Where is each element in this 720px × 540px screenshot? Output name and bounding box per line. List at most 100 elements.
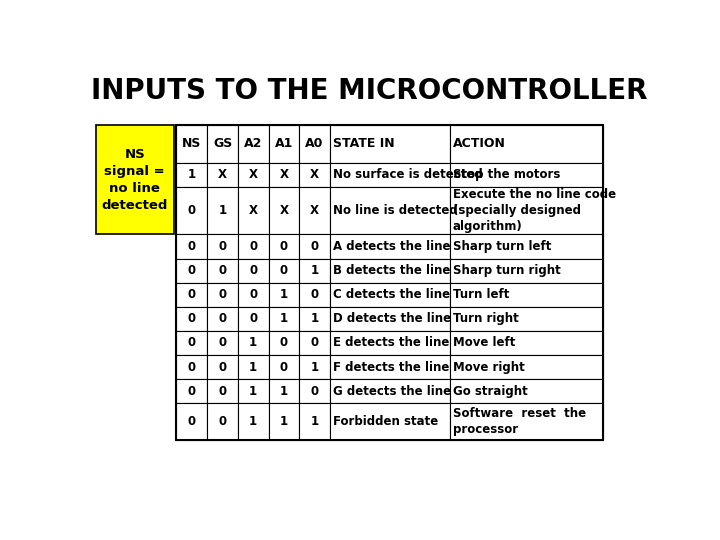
- FancyBboxPatch shape: [176, 403, 207, 440]
- FancyBboxPatch shape: [176, 282, 207, 307]
- FancyBboxPatch shape: [300, 379, 330, 403]
- Text: 1: 1: [310, 264, 319, 277]
- Text: 0: 0: [188, 204, 196, 217]
- Text: 0: 0: [218, 288, 227, 301]
- FancyBboxPatch shape: [269, 403, 300, 440]
- FancyBboxPatch shape: [300, 259, 330, 282]
- Text: 0: 0: [310, 240, 319, 253]
- FancyBboxPatch shape: [269, 355, 300, 379]
- Text: 0: 0: [280, 361, 288, 374]
- FancyBboxPatch shape: [207, 282, 238, 307]
- Text: 0: 0: [310, 384, 319, 397]
- Text: 0: 0: [188, 240, 196, 253]
- Text: X: X: [218, 168, 227, 181]
- Text: Turn right: Turn right: [453, 312, 518, 326]
- FancyBboxPatch shape: [238, 259, 269, 282]
- FancyBboxPatch shape: [330, 307, 450, 331]
- FancyBboxPatch shape: [176, 234, 207, 259]
- Text: Turn left: Turn left: [453, 288, 509, 301]
- Text: G detects the line: G detects the line: [333, 384, 451, 397]
- Text: 0: 0: [218, 384, 227, 397]
- Text: GS: GS: [213, 137, 232, 150]
- Text: 0: 0: [188, 415, 196, 428]
- Text: X: X: [279, 168, 289, 181]
- FancyBboxPatch shape: [238, 355, 269, 379]
- FancyBboxPatch shape: [176, 331, 207, 355]
- Text: 0: 0: [218, 264, 227, 277]
- FancyBboxPatch shape: [450, 403, 603, 440]
- FancyBboxPatch shape: [330, 125, 450, 163]
- FancyBboxPatch shape: [300, 331, 330, 355]
- Text: 1: 1: [218, 204, 227, 217]
- FancyBboxPatch shape: [238, 282, 269, 307]
- FancyBboxPatch shape: [269, 125, 300, 163]
- FancyBboxPatch shape: [330, 355, 450, 379]
- Text: 0: 0: [218, 415, 227, 428]
- FancyBboxPatch shape: [238, 307, 269, 331]
- FancyBboxPatch shape: [238, 187, 269, 234]
- Text: 0: 0: [280, 336, 288, 349]
- Text: 0: 0: [249, 312, 257, 326]
- FancyBboxPatch shape: [300, 355, 330, 379]
- FancyBboxPatch shape: [207, 187, 238, 234]
- Text: Sharp turn right: Sharp turn right: [453, 264, 560, 277]
- FancyBboxPatch shape: [207, 259, 238, 282]
- FancyBboxPatch shape: [207, 125, 238, 163]
- FancyBboxPatch shape: [450, 125, 603, 163]
- Text: X: X: [310, 204, 319, 217]
- FancyBboxPatch shape: [300, 234, 330, 259]
- Text: X: X: [248, 168, 258, 181]
- Text: B detects the line: B detects the line: [333, 264, 450, 277]
- Text: X: X: [279, 204, 289, 217]
- Text: A2: A2: [244, 137, 262, 150]
- FancyBboxPatch shape: [238, 403, 269, 440]
- FancyBboxPatch shape: [207, 379, 238, 403]
- Text: 1: 1: [280, 312, 288, 326]
- FancyBboxPatch shape: [207, 234, 238, 259]
- Text: 1: 1: [249, 336, 257, 349]
- Text: No surface is detected: No surface is detected: [333, 168, 482, 181]
- Text: Move right: Move right: [453, 361, 524, 374]
- FancyBboxPatch shape: [269, 234, 300, 259]
- Text: X: X: [310, 168, 319, 181]
- Text: Move left: Move left: [453, 336, 515, 349]
- Text: 0: 0: [249, 288, 257, 301]
- Text: 1: 1: [249, 361, 257, 374]
- Text: C detects the line: C detects the line: [333, 288, 450, 301]
- Text: 1: 1: [310, 415, 319, 428]
- Text: No line is detected: No line is detected: [333, 204, 457, 217]
- Text: NS: NS: [182, 137, 202, 150]
- FancyBboxPatch shape: [207, 163, 238, 187]
- Text: A1: A1: [275, 137, 293, 150]
- Text: 0: 0: [188, 264, 196, 277]
- FancyBboxPatch shape: [238, 379, 269, 403]
- Text: 1: 1: [310, 361, 319, 374]
- Text: F detects the line: F detects the line: [333, 361, 449, 374]
- Text: 1: 1: [249, 384, 257, 397]
- FancyBboxPatch shape: [238, 234, 269, 259]
- Text: 0: 0: [218, 312, 227, 326]
- FancyBboxPatch shape: [330, 187, 450, 234]
- Text: X: X: [248, 204, 258, 217]
- FancyBboxPatch shape: [176, 379, 207, 403]
- Text: 1: 1: [280, 384, 288, 397]
- Text: 0: 0: [249, 264, 257, 277]
- FancyBboxPatch shape: [300, 187, 330, 234]
- FancyBboxPatch shape: [207, 307, 238, 331]
- Text: A0: A0: [305, 137, 324, 150]
- Text: 0: 0: [280, 240, 288, 253]
- FancyBboxPatch shape: [300, 282, 330, 307]
- FancyBboxPatch shape: [330, 259, 450, 282]
- Text: 0: 0: [249, 240, 257, 253]
- FancyBboxPatch shape: [269, 307, 300, 331]
- FancyBboxPatch shape: [450, 379, 603, 403]
- FancyBboxPatch shape: [450, 163, 603, 187]
- Text: Software  reset  the
processor: Software reset the processor: [453, 407, 586, 436]
- Text: 1: 1: [310, 312, 319, 326]
- FancyBboxPatch shape: [269, 379, 300, 403]
- Text: Execute the no line code
(specially designed
algorithm): Execute the no line code (specially desi…: [453, 188, 616, 233]
- Text: 0: 0: [188, 361, 196, 374]
- FancyBboxPatch shape: [176, 187, 207, 234]
- FancyBboxPatch shape: [269, 282, 300, 307]
- FancyBboxPatch shape: [330, 282, 450, 307]
